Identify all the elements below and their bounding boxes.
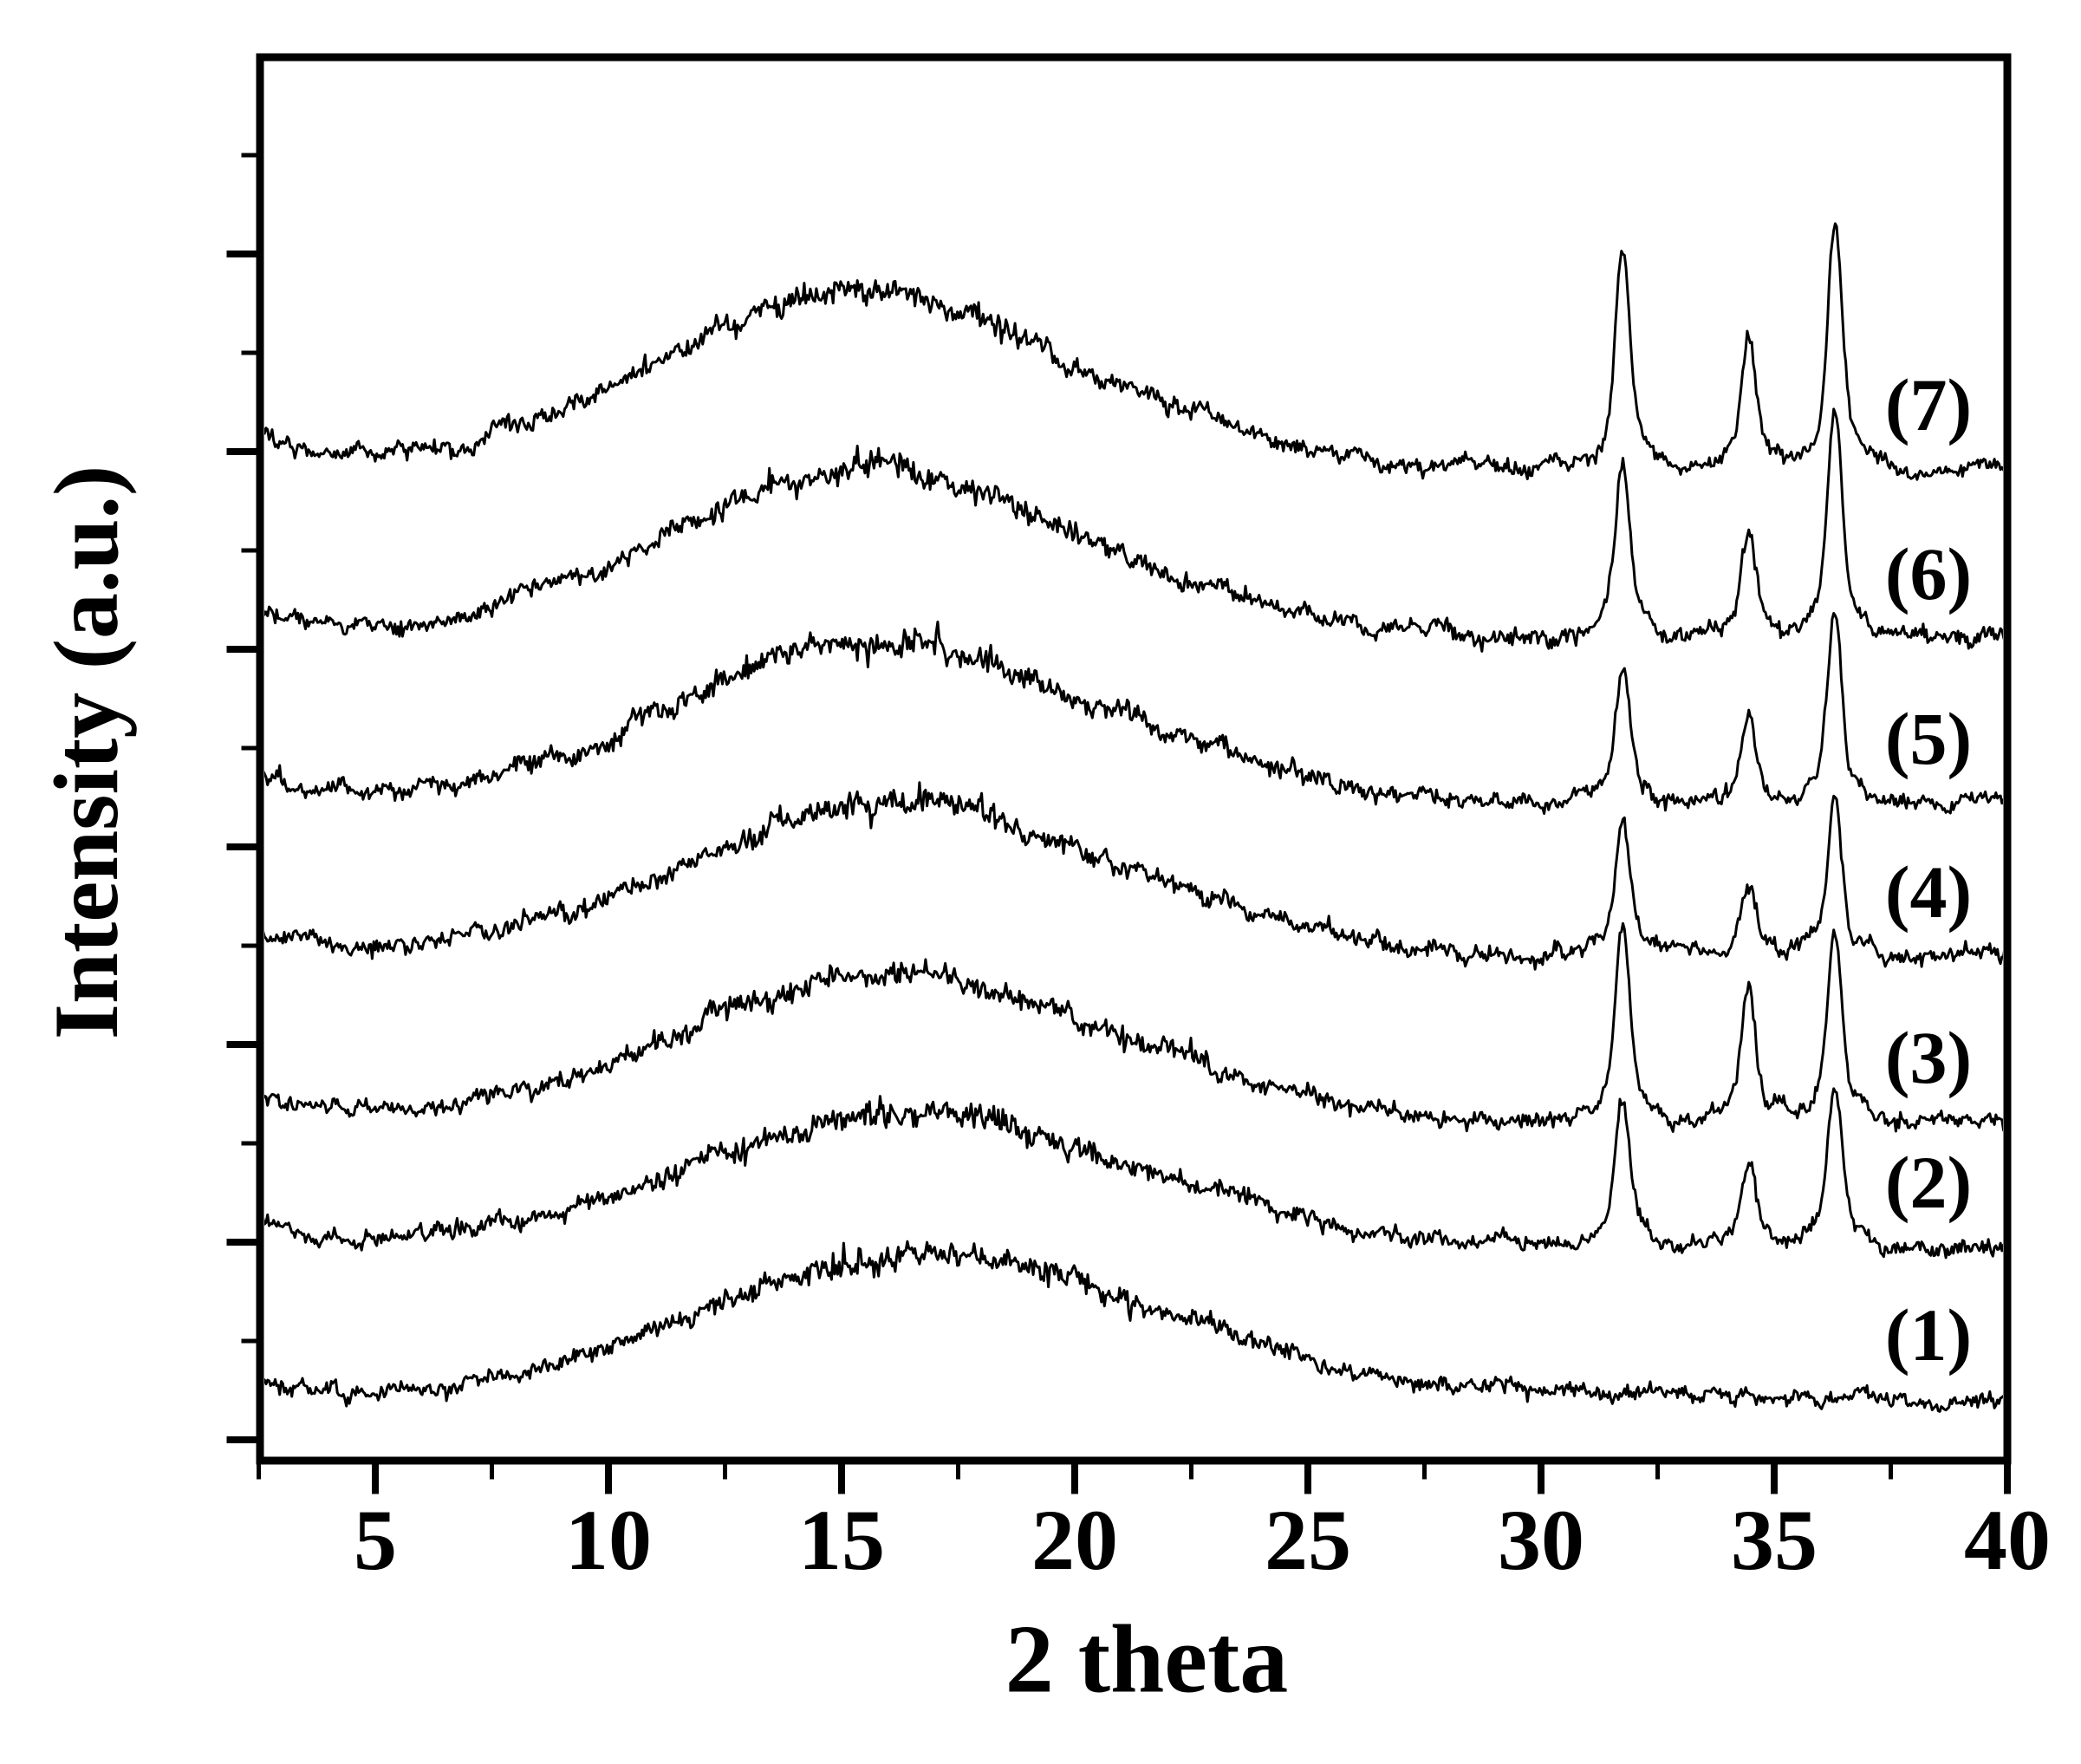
- curve-label-6: (6): [1885, 532, 1972, 615]
- xrd-curve-3: [264, 921, 2003, 1133]
- xrd-curve-1: [264, 1240, 2003, 1413]
- xrd-curve-2: [264, 1087, 2003, 1260]
- x-tick-label-15: 15: [798, 1492, 885, 1588]
- x-tick-label-40: 40: [1964, 1492, 2051, 1588]
- curve-label-3: (3): [1885, 1016, 1972, 1099]
- xrd-curve-5: [264, 612, 2003, 815]
- curve-label-1: (1): [1885, 1293, 1972, 1377]
- xrd-curve-4: [264, 781, 2003, 971]
- curve-label-4: (4): [1885, 850, 1972, 934]
- curve-label-2: (2): [1885, 1141, 1972, 1224]
- x-tick-label-10: 10: [565, 1492, 652, 1588]
- x-tick-label-25: 25: [1265, 1492, 1351, 1588]
- x-tick-label-5: 5: [354, 1492, 397, 1588]
- y-axis-title: Intensity (a.u.): [36, 465, 137, 1040]
- x-axis-title: 2 theta: [1005, 1605, 1289, 1714]
- x-tick-label-30: 30: [1498, 1492, 1584, 1588]
- plot-frame: [256, 53, 2012, 1465]
- x-tick-label-20: 20: [1031, 1492, 1118, 1588]
- curve-label-7: (7): [1885, 363, 1972, 446]
- curve-label-5: (5): [1885, 697, 1972, 780]
- xrd-curve-7: [264, 222, 2003, 481]
- xrd-curve-6: [264, 407, 2003, 653]
- x-tick-label-35: 35: [1731, 1492, 1818, 1588]
